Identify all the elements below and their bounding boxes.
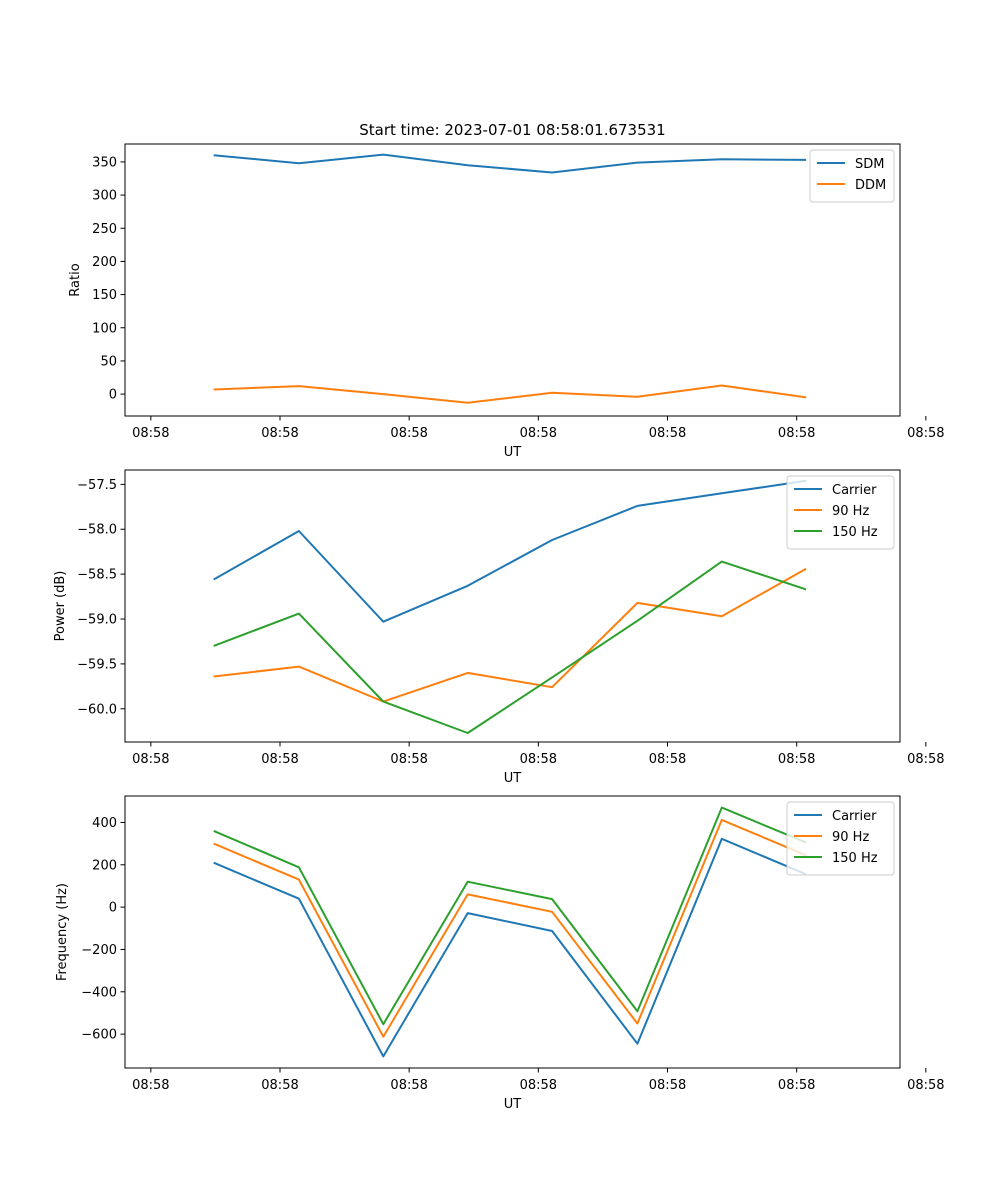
power-y-tick-label: −57.5	[77, 478, 117, 493]
ratio-x-tick-label: 08:58	[390, 426, 427, 441]
frequency-legend-90-hz-label: 90 Hz	[832, 830, 869, 845]
frequency-series-90-hz-line	[213, 818, 807, 1038]
ratio-legend-sdm-label: SDM	[855, 157, 884, 172]
frequency-series-carrier-line	[213, 837, 807, 1058]
power-y-axis-label: Power (dB)	[53, 571, 68, 642]
frequency-series-150-hz-line	[213, 806, 807, 1026]
ratio-y-tick-label: 250	[92, 222, 117, 237]
power-x-tick-label: 08:58	[132, 752, 169, 767]
frequency-x-tick-label: 08:58	[778, 1078, 815, 1093]
frequency-y-tick-label: −600	[81, 1028, 117, 1043]
power-series-90-hz-line	[213, 567, 807, 703]
frequency-y-tick-label: −400	[81, 985, 117, 1000]
frequency-panel: 08:58 08:58 08:58 08:58 08:58 08:58 08:58 −600 −…	[55, 795, 945, 1112]
frequency-legend-carrier-label: Carrier	[832, 809, 877, 824]
frequency-x-tick-label: 08:58	[649, 1078, 686, 1093]
ratio-series-ddm-line	[213, 384, 807, 404]
power-legend: Carrier 90 Hz 150 Hz	[786, 475, 895, 550]
power-x-axis-label: UT	[504, 771, 522, 786]
ratio-y-tick-label: 150	[92, 288, 117, 303]
ratio-x-tick-label: 08:58	[520, 426, 557, 441]
ratio-y-axis-label: Ratio	[68, 263, 83, 296]
power-x-tick-label: 08:58	[520, 752, 557, 767]
frequency-legend: Carrier 90 Hz 150 Hz	[786, 801, 895, 876]
ratio-x-tick-label: 08:58	[907, 426, 944, 441]
frequency-y-tick-label: 0	[109, 901, 117, 916]
frequency-plot-frame	[124, 795, 901, 1069]
frequency-y-tick-label: 400	[92, 816, 117, 831]
ratio-legend: SDM DDM	[809, 149, 895, 203]
ratio-legend-ddm-label: DDM	[855, 178, 886, 193]
power-x-tick-label: 08:58	[649, 752, 686, 767]
ratio-x-tick-label: 08:58	[132, 426, 169, 441]
ratio-y-tick-label: 0	[109, 388, 117, 403]
ratio-series-sdm-line	[213, 153, 807, 174]
frequency-x-tick-label: 08:58	[907, 1078, 944, 1093]
frequency-x-tick-label: 08:58	[132, 1078, 169, 1093]
ratio-y-tick-label: 50	[100, 354, 117, 369]
power-y-tick-label: −58.5	[77, 568, 117, 583]
power-y-tick-label: −58.0	[77, 523, 117, 538]
ratio-x-tick-label: 08:58	[649, 426, 686, 441]
power-x-tick-label: 08:58	[261, 752, 298, 767]
ratio-y-tick-label: 300	[92, 189, 117, 204]
frequency-y-tick-label: −200	[81, 943, 117, 958]
frequency-x-tick-label: 08:58	[261, 1078, 298, 1093]
power-y-tick-label: −59.0	[77, 613, 117, 628]
ratio-plot-frame	[124, 143, 901, 417]
frequency-y-axis-label: Frequency (Hz)	[55, 883, 70, 981]
power-x-tick-label: 08:58	[390, 752, 427, 767]
power-y-tick-label: −59.5	[77, 657, 117, 672]
power-x-tick-label: 08:58	[778, 752, 815, 767]
figure-title: Start time: 2023-07-01 08:58:01.673531	[359, 121, 665, 139]
frequency-x-tick-label: 08:58	[390, 1078, 427, 1093]
ratio-y-tick-label: 350	[92, 155, 117, 170]
ratio-x-tick-label: 08:58	[261, 426, 298, 441]
power-y-tick-label: −60.0	[77, 702, 117, 717]
ratio-x-axis-label: UT	[504, 445, 522, 460]
ratio-x-tick-label: 08:58	[778, 426, 815, 441]
frequency-y-tick-label: 200	[92, 858, 117, 873]
power-legend-150-hz-label: 150 Hz	[832, 525, 878, 540]
frequency-x-axis-label: UT	[504, 1097, 522, 1112]
frequency-x-tick-label: 08:58	[520, 1078, 557, 1093]
power-plot-frame	[124, 469, 901, 743]
ratio-y-tick-label: 200	[92, 255, 117, 270]
power-legend-90-hz-label: 90 Hz	[832, 504, 869, 519]
frequency-legend-150-hz-label: 150 Hz	[832, 851, 878, 866]
ratio-y-tick-label: 100	[92, 321, 117, 336]
ratio-panel: 08:58 08:58 08:58 08:58 08:58 08:58 08:58 0 50 10…	[68, 143, 945, 460]
power-panel: 08:58 08:58 08:58 08:58 08:58 08:58 08:58 −60.0…	[53, 469, 945, 786]
power-series-carrier-line	[213, 479, 807, 623]
power-series-150-hz-line	[213, 560, 807, 734]
power-x-tick-label: 08:58	[907, 752, 944, 767]
power-legend-carrier-label: Carrier	[832, 483, 877, 498]
